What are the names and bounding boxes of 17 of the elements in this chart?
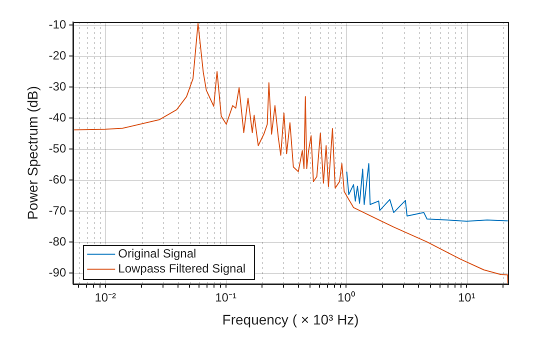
y-tick-label: -50 bbox=[48, 141, 66, 156]
legend-label: Original Signal bbox=[118, 246, 196, 261]
y-tick-label: -80 bbox=[48, 234, 66, 248]
y-tick-label: -90 bbox=[48, 265, 66, 280]
x-axis-title: Frequency ( × 10³ Hz) bbox=[222, 311, 359, 328]
y-tick-label: -40 bbox=[48, 110, 66, 124]
y-tick-label: -20 bbox=[48, 48, 66, 62]
y-tick-label: -30 bbox=[48, 79, 66, 94]
legend-label: Lowpass Filtered Signal bbox=[118, 262, 246, 276]
x-tick-label: 10¹ bbox=[458, 290, 476, 304]
x-tick-label: 10⁻² bbox=[94, 290, 116, 304]
y-tick-label: -60 bbox=[48, 172, 66, 186]
y-tick-label: -10 bbox=[48, 17, 66, 32]
x-tick-label: 10⁰ bbox=[338, 290, 355, 304]
y-tick-label: -70 bbox=[48, 203, 66, 218]
y-axis-title: Power Spectrum (dB) bbox=[24, 86, 40, 220]
x-tick-label: 10⁻¹ bbox=[215, 290, 236, 304]
